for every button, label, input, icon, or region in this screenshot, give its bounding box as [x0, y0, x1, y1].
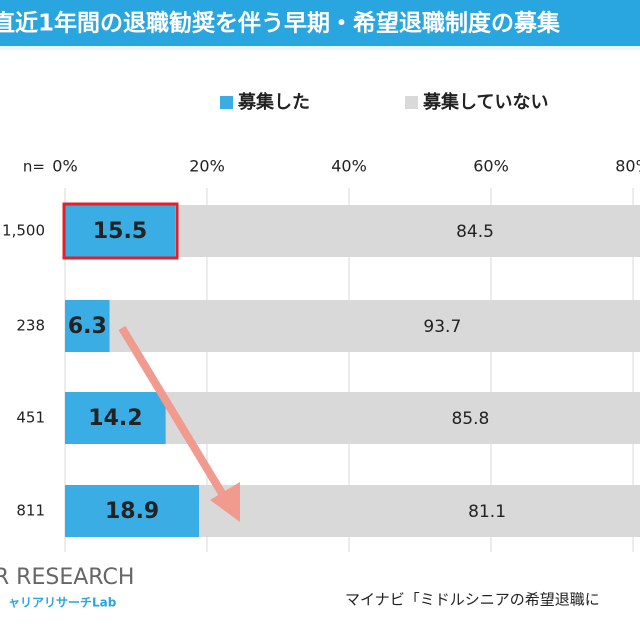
y-tick-label: 238	[16, 317, 45, 335]
value-label: 14.2	[88, 406, 142, 431]
value-label: 85.8	[451, 409, 489, 429]
value-label: 15.5	[93, 219, 147, 244]
value-label: 84.5	[456, 222, 494, 242]
chart-title: 直近1年間の退職勧奨を伴う早期・希望退職制度の募集	[0, 10, 561, 37]
value-label: 18.9	[105, 499, 159, 524]
logo-sub: ャリアリサーチLab	[8, 596, 117, 610]
bar-segment	[165, 392, 640, 444]
logo: ER RESEARCH	[0, 565, 134, 590]
y-tick-label: 811	[16, 502, 45, 520]
value-label: 93.7	[423, 317, 461, 337]
bar-segment	[65, 485, 200, 537]
x-tick-label: 40%	[331, 157, 367, 176]
title-bar-shadow	[0, 46, 640, 50]
title-bar	[0, 0, 640, 46]
highlight-box	[62, 202, 179, 260]
n-label: n=	[23, 158, 45, 176]
value-label: 81.1	[468, 502, 506, 522]
source: マイナビ「ミドルシニアの希望退職に	[345, 591, 600, 609]
legend-swatch	[405, 96, 418, 109]
legend-swatch	[220, 96, 233, 109]
bar-segment	[65, 300, 110, 352]
x-tick-label: 80%	[615, 157, 640, 176]
x-tick-label: 0%	[52, 157, 77, 176]
bar-segment	[175, 205, 640, 257]
bar-segment	[65, 392, 166, 444]
trend-arrow-head	[210, 482, 240, 522]
bar-segment	[199, 485, 640, 537]
value-label: 6.3	[68, 314, 107, 339]
y-tick-label: 1,500	[2, 222, 45, 240]
bar-segment	[109, 300, 640, 352]
legend-label: 募集していない	[422, 91, 548, 113]
bar-segment	[65, 205, 176, 257]
trend-arrow	[118, 325, 230, 503]
plot: 募集した 募集していない 0% 20% 40% 60% 80% 1,500 15.5 84.5 23…	[2, 91, 640, 552]
legend-label: 募集した	[237, 91, 310, 113]
y-tick-label: 451	[16, 409, 45, 427]
x-tick-label: 60%	[473, 157, 509, 176]
x-tick-label: 20%	[189, 157, 225, 176]
